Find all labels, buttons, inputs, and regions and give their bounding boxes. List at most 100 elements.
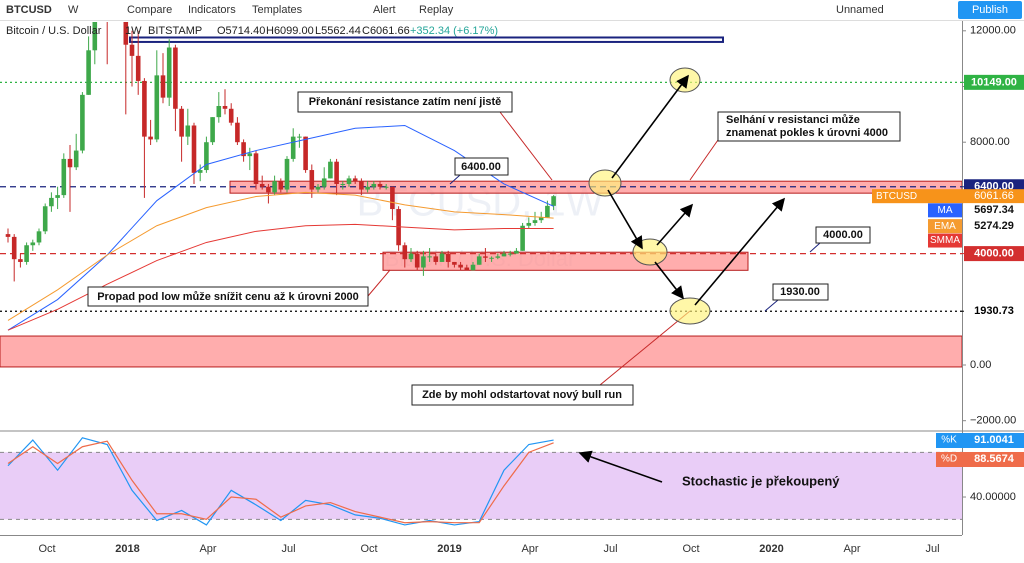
candle-body (259, 183, 265, 187)
candle-body (538, 217, 544, 221)
candle-body (92, 22, 98, 51)
candle-body (24, 245, 29, 262)
stoch-line (7, 437, 554, 526)
level-tag (964, 246, 1024, 262)
candle-body (501, 253, 507, 257)
candle-body (421, 256, 426, 268)
interval[interactable]: W (68, 4, 79, 16)
x-tick-label: Apr (843, 543, 860, 555)
candle-body (154, 75, 160, 140)
candle-body (86, 50, 91, 95)
candle-body (191, 125, 197, 173)
candle-body (67, 158, 73, 168)
candle-body (222, 105, 228, 109)
candle-body (204, 142, 209, 171)
candle-body (185, 125, 191, 137)
callout-box (87, 286, 369, 307)
publish-label[interactable]: Publish (972, 4, 1008, 16)
indicators[interactable]: Indicators (188, 4, 236, 16)
candle-body (352, 178, 358, 182)
level-tag (964, 303, 1024, 319)
x-tick-label: 2020 (759, 543, 783, 555)
candle-body (321, 178, 327, 187)
zone (129, 36, 724, 43)
candle-body (433, 256, 439, 262)
price-tag (872, 189, 1024, 204)
callout-line (367, 269, 391, 297)
x-tick-label: Oct (360, 543, 377, 555)
indicator-tag (928, 233, 962, 248)
publish-button[interactable] (958, 1, 1022, 19)
marker-ellipse (588, 169, 622, 197)
y-tick-label: 0.00 (970, 359, 991, 371)
legend-high: H6099.00 (266, 25, 314, 37)
level-tag-label: 1930.73 (974, 305, 1014, 317)
candle-body (346, 178, 352, 184)
replay[interactable]: Replay (419, 4, 454, 16)
indicator-tag-value: 5274.29 (974, 220, 1014, 232)
candle-body (514, 250, 519, 254)
indicator-tag (928, 219, 962, 234)
callout-box (411, 384, 634, 406)
callout-line (764, 299, 779, 312)
stoch-band (0, 452, 962, 520)
candle-body (135, 55, 141, 81)
callout-text: znamenat pokles k úrovni 4000 (726, 127, 888, 139)
arrows (578, 74, 786, 483)
templates[interactable]: Templates (252, 4, 303, 16)
alert[interactable]: Alert (373, 4, 396, 16)
layout-name[interactable]: Unnamed (836, 4, 884, 16)
arrow (611, 74, 689, 179)
candle-body (458, 264, 463, 268)
candle-body (297, 136, 302, 138)
callout-line (689, 139, 719, 181)
callout-box (772, 283, 829, 301)
legend-open: O5714.40 (217, 25, 265, 37)
candle-body (278, 181, 284, 190)
candle-body (483, 256, 488, 258)
x-tick-label: Jul (281, 543, 295, 555)
stochastic-note: Stochastic je překoupený (682, 473, 840, 488)
legend-exchange: BITSTAMP (148, 25, 202, 37)
marker-ellipse (669, 297, 711, 325)
candle-body (545, 205, 550, 218)
compare[interactable]: Compare (127, 4, 172, 16)
indicator-tag-name: MA (938, 205, 953, 216)
candle-body (452, 261, 457, 265)
candle-body (371, 183, 377, 187)
indicator-tag-name: EMA (934, 221, 956, 232)
candle-body (55, 195, 60, 198)
candle-body (284, 158, 290, 190)
symbol[interactable]: BTCUSD (6, 4, 52, 16)
candle-body (334, 161, 339, 184)
indicator-tag-box (964, 203, 1024, 218)
level-tag-label: 4000.00 (974, 248, 1014, 260)
candle-body (179, 108, 184, 137)
candle-body (148, 136, 153, 140)
callout-box (717, 111, 901, 142)
candle-body (210, 117, 215, 143)
x-tick-label: 2019 (437, 543, 461, 555)
stoch-tag-name: %K (941, 435, 957, 446)
toolbar (0, 0, 1024, 20)
candle-body (489, 257, 494, 259)
candle-body (123, 22, 129, 45)
x-tick-label: Jul (603, 543, 617, 555)
callout-line (499, 111, 553, 181)
legend-change: +352.34 (+6.17%) (410, 25, 498, 37)
y-tick-label: 12000.00 (970, 25, 1016, 37)
legend-interval: 1W (125, 25, 142, 37)
stoch-tag-name: %D (941, 454, 957, 465)
candle-body (228, 108, 234, 123)
candle-body (142, 80, 147, 137)
arrow (656, 203, 694, 246)
y-tick-label: −2000.00 (970, 415, 1016, 427)
candle-body (11, 236, 17, 260)
callout-text: 1930.00 (780, 286, 820, 298)
candle-body (5, 234, 11, 237)
callout-text: 6400.00 (461, 161, 501, 173)
candle-body (507, 253, 513, 255)
candle-body (129, 44, 135, 56)
indicator-tag-name: SMMA (930, 235, 960, 246)
indicator-line (7, 124, 554, 331)
